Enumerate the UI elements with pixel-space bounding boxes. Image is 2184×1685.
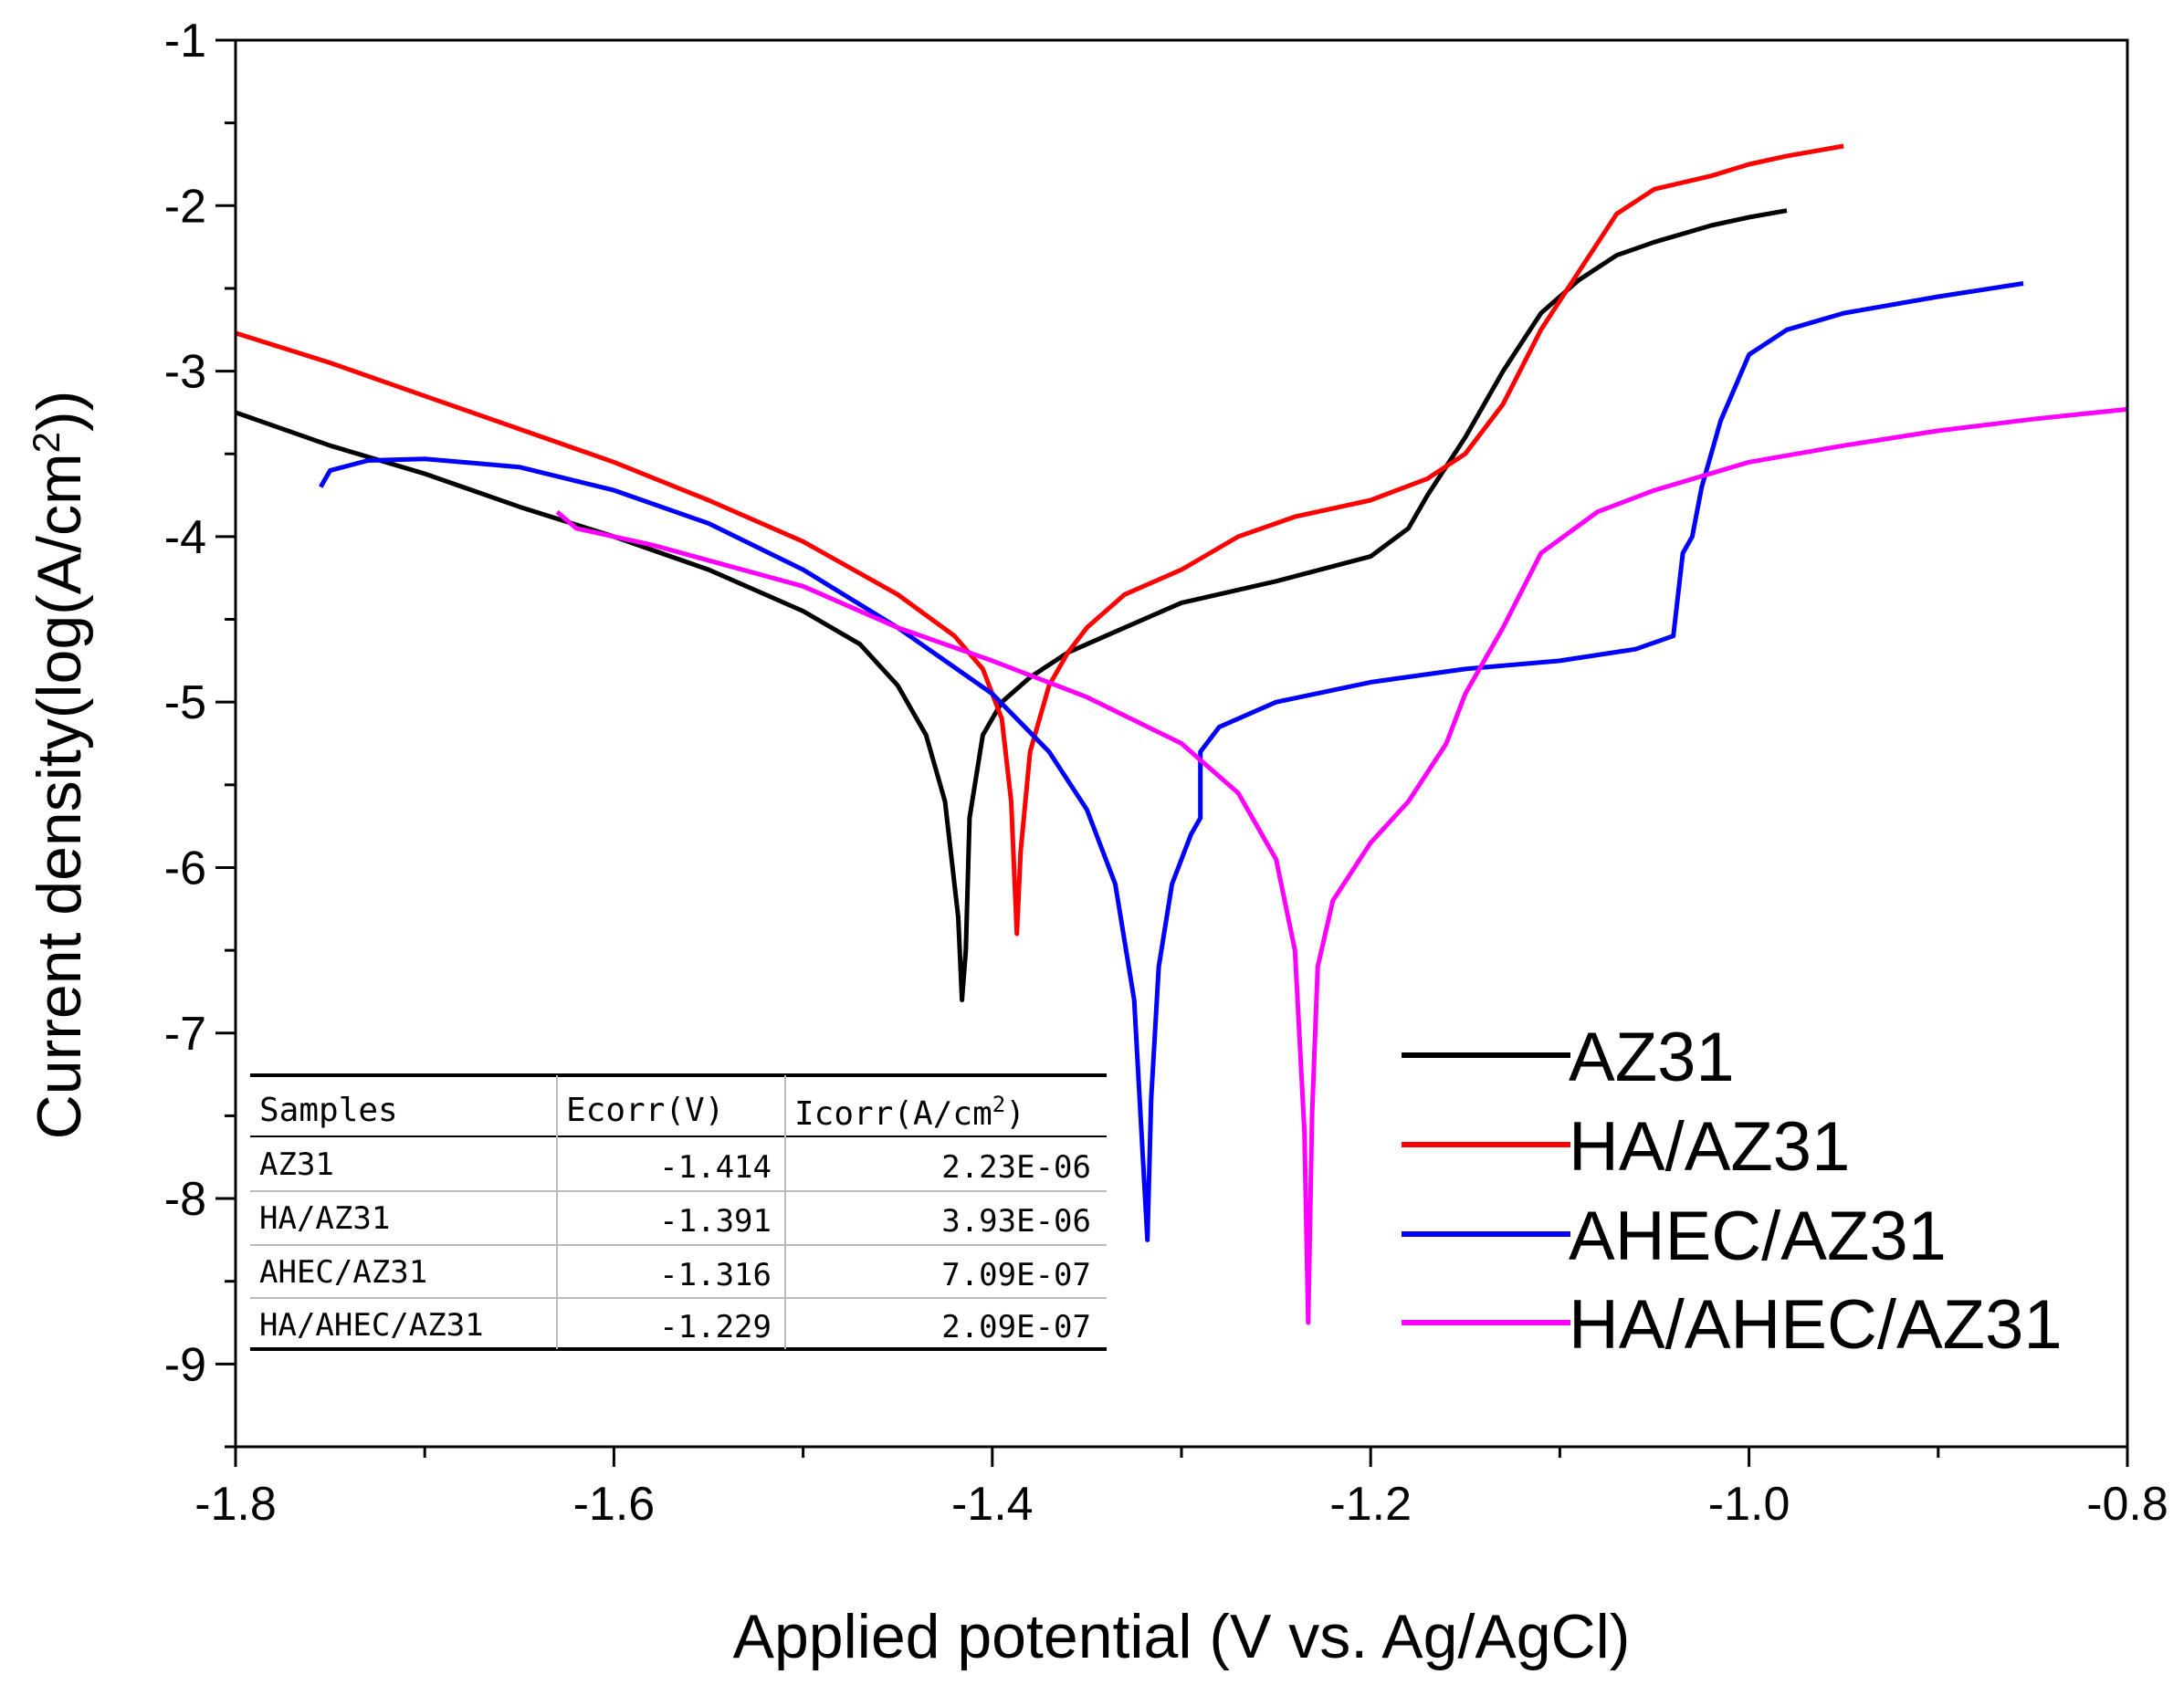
y-axis-title-sup: 2 <box>25 432 68 453</box>
y-tick-label: -2 <box>164 180 206 233</box>
y-tick-label: -5 <box>164 676 206 729</box>
x-tick-label: -1.4 <box>951 1478 1034 1531</box>
table-header-ecorr: Ecorr(V) <box>566 1092 724 1129</box>
x-axis-title: Applied potential (V vs. Ag/AgCl) <box>733 1602 1631 1671</box>
table-header-icorr: Icorr(A/cm2) <box>794 1092 1025 1133</box>
table-cell: -1.316 <box>659 1257 772 1293</box>
table-cell: 2.23E-06 <box>941 1149 1091 1186</box>
legend-label-0: AZ31 <box>1569 1019 1735 1096</box>
table-cell: AZ31 <box>259 1146 334 1183</box>
y-tick-label: -8 <box>164 1173 206 1226</box>
legend-label-3: HA/AHEC/AZ31 <box>1569 1286 2063 1364</box>
table-cell: 3.93E-06 <box>941 1203 1091 1240</box>
legend-label-2: AHEC/AZ31 <box>1569 1198 1947 1275</box>
table-header-icorr-sup: 2 <box>992 1092 1005 1117</box>
y-axis-title-close: )) <box>25 391 94 432</box>
table-cell: -1.391 <box>659 1203 772 1240</box>
y-tick-labels: -1 -2 -3 -4 -5 -6 -7 -8 -9 <box>164 15 206 1391</box>
legend-label-1: HA/AZ31 <box>1569 1108 1850 1186</box>
x-tick-label: -1.2 <box>1329 1478 1412 1531</box>
table-cell: HA/AHEC/AZ31 <box>259 1307 484 1344</box>
y-axis-title-main: Current density(log(A/cm <box>25 453 94 1139</box>
table-cell: 2.09E-07 <box>941 1309 1091 1345</box>
x-tick-label: -0.8 <box>2086 1478 2168 1531</box>
y-tick-label: -7 <box>164 1008 206 1061</box>
table-cell: AHEC/AZ31 <box>259 1254 427 1291</box>
table-cell: HA/AZ31 <box>259 1200 390 1237</box>
y-tick-label: -9 <box>164 1338 206 1391</box>
table-header-icorr-close: ) <box>1005 1095 1025 1133</box>
x-tick-label: -1.0 <box>1708 1478 1790 1531</box>
y-tick-label: -4 <box>164 511 206 564</box>
x-tick-label: -1.8 <box>194 1478 277 1531</box>
table-header-icorr-main: Icorr(A/cm <box>794 1095 992 1133</box>
y-axis-title: Current density(log(A/cm2)) <box>25 391 95 1140</box>
table-cell: -1.229 <box>659 1309 772 1345</box>
corrosion-table: Samples Ecorr(V) Icorr(A/cm2) AZ31 -1.41… <box>250 1073 1107 1351</box>
x-tick-labels: -1.8 -1.6 -1.4 -1.2 -1.0 -0.8 <box>194 1478 2168 1531</box>
series-line-3 <box>555 406 2127 1325</box>
legend: AZ31 HA/AZ31 AHEC/AZ31 HA/AHEC/AZ31 <box>1402 1019 2063 1364</box>
y-tick-label: -6 <box>164 842 206 895</box>
series-line-1 <box>236 143 1844 937</box>
axis-ticks <box>215 38 2129 1467</box>
x-tick-label: -1.6 <box>573 1478 656 1531</box>
y-tick-label: -1 <box>164 15 206 68</box>
series-layer <box>236 143 2127 1325</box>
table-cell: 7.09E-07 <box>941 1257 1091 1293</box>
y-tick-label: -3 <box>164 346 206 399</box>
table-header-samples: Samples <box>259 1092 398 1129</box>
table-cell: -1.414 <box>659 1149 772 1186</box>
series-line-2 <box>319 281 2024 1242</box>
table-background <box>250 1075 1107 1349</box>
